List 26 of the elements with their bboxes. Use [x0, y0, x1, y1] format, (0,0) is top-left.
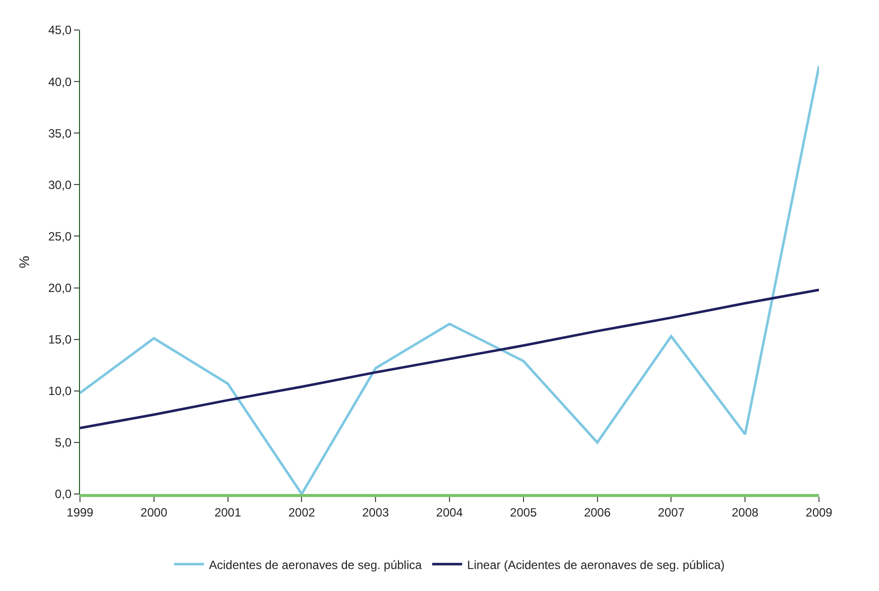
y-tick-label: 20,0: [48, 280, 72, 295]
x-tick-label: 2001: [214, 505, 242, 520]
y-tick-label: 35,0: [48, 126, 72, 140]
y-tick-label: 30,0: [48, 178, 72, 192]
x-tick-label: 2002: [288, 505, 316, 520]
y-tick-label: 0,0: [54, 487, 72, 502]
y-tick-label: 40,0: [48, 74, 72, 89]
y-axis-title: %: [16, 256, 32, 268]
y-tick-label: 45,0: [48, 23, 72, 38]
x-tick-label: 2009: [806, 505, 833, 520]
y-tick-label: 15,0: [48, 332, 72, 347]
y-tick-label: 10,0: [48, 384, 72, 398]
line-series: [80, 64, 819, 494]
y-tick-label: 25,0: [48, 229, 72, 244]
x-tick-label: 2004: [436, 505, 464, 520]
x-tick-label: 2003: [362, 505, 390, 520]
legend-label: Linear (Acidentes de aeronaves de seg. pública): [467, 558, 725, 572]
x-tick-label: 2006: [584, 505, 611, 520]
x-tick-label: 1999: [66, 505, 94, 520]
x-tick-label: 2008: [732, 505, 759, 520]
line-series: [80, 288, 819, 430]
x-tick-label: 2007: [658, 505, 685, 520]
y-tick-label: 5,0: [54, 436, 72, 450]
x-tick-label: 2000: [140, 505, 168, 520]
legend-label: Acidentes de aeronaves de seg. pública: [209, 558, 422, 572]
x-tick-label: 2005: [510, 505, 538, 520]
